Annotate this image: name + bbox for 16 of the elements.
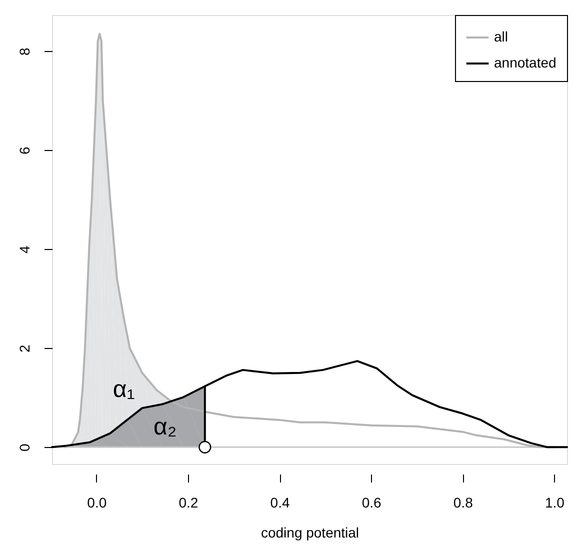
x-tick-label: 0.0: [87, 494, 107, 510]
y-tick-label: 4: [16, 246, 32, 254]
x-tick-label: 0.4: [270, 494, 290, 510]
x-tick-label: 0.2: [178, 494, 198, 510]
annotation: α₂: [153, 413, 177, 440]
y-tick-label: 0: [16, 444, 32, 452]
x-tick-label: 0.8: [453, 494, 474, 510]
annotation: α₁: [112, 376, 135, 404]
legend-label: all: [494, 28, 508, 44]
legend-label: annotated: [494, 54, 556, 70]
y-tick-label: 8: [16, 48, 32, 56]
x-tick-label: 1.0: [544, 494, 565, 510]
x-axis-title: coding potential: [260, 524, 360, 540]
x-tick-label: 0.6: [362, 494, 382, 510]
y-tick-label: 6: [16, 146, 32, 155]
y-tick-label: 2: [16, 344, 32, 353]
